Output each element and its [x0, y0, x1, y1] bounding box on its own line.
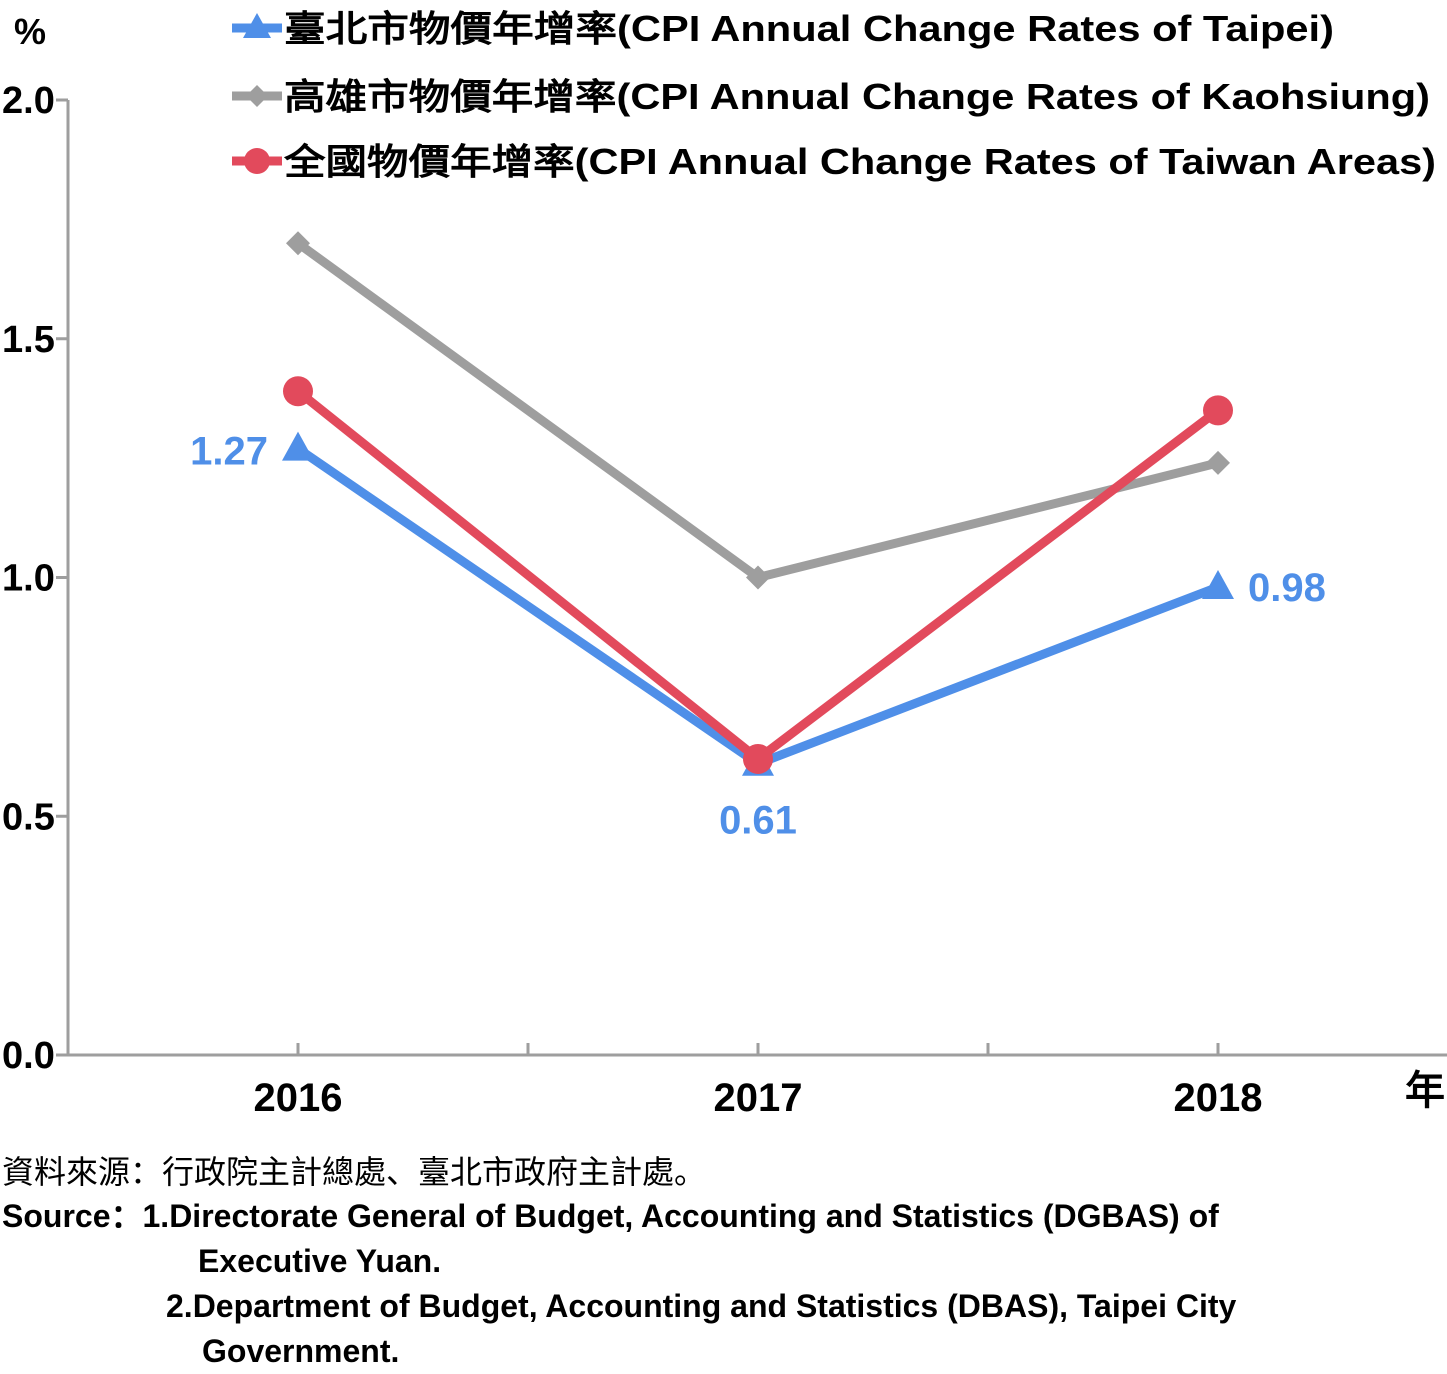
data-label-taipei: 1.27	[190, 430, 268, 474]
cpi-line-chart: % 年 0.0 0.5 1.0 1.5 2.0 2016 2017 2018 1.27 0.61…	[2, 8, 1447, 1120]
axes: 0.0 0.5 1.0 1.5 2.0 2016 2017 2018	[2, 80, 1447, 1120]
source-en-lead: Source：	[2, 1198, 143, 1234]
legend-label: 高雄市物價年增率(CPI Annual Change Rates of Kaoh…	[284, 76, 1430, 117]
y-tick-label: 1.5	[2, 319, 55, 361]
data-point-circle	[1203, 395, 1233, 426]
data-point-diamond	[746, 565, 770, 590]
legend-label: 全國物價年增率(CPI Annual Change Rates of Taiwa…	[283, 141, 1436, 182]
data-label-taipei: 0.61	[719, 799, 797, 843]
data-point-triangle	[282, 431, 314, 461]
y-tick-label: 0.0	[2, 1035, 55, 1077]
series-triangle	[282, 431, 1234, 776]
source-en-item1-line2: Executive Yuan.	[198, 1243, 442, 1279]
x-tick-label: 2018	[1174, 1076, 1263, 1120]
y-tick-label: 2.0	[2, 80, 55, 122]
legend-item: 全國物價年增率(CPI Annual Change Rates of Taiwa…	[232, 141, 1436, 182]
y-tick-label: 0.5	[2, 796, 55, 838]
series-line	[295, 239, 1220, 583]
x-tick-label: 2017	[714, 1076, 803, 1120]
legend-item: 高雄市物價年增率(CPI Annual Change Rates of Kaoh…	[232, 76, 1430, 117]
legend: 臺北市物價年增率(CPI Annual Change Rates of Taip…	[232, 8, 1436, 182]
source-en-item1: Source： 1.Directorate General of Budget,…	[2, 1194, 1445, 1239]
source-zh: 資料來源：行政院主計總處、臺北市政府主計處。	[2, 1154, 707, 1190]
legend-marker-circle	[244, 148, 270, 174]
source-en-item1-line1: 1.Directorate General of Budget, Account…	[142, 1198, 1219, 1234]
legend-label: 臺北市物價年增率(CPI Annual Change Rates of Taip…	[284, 8, 1334, 49]
legend-marker-diamond	[246, 85, 268, 107]
data-point-circle	[743, 743, 773, 774]
legend-item: 臺北市物價年增率(CPI Annual Change Rates of Taip…	[232, 8, 1334, 49]
data-point-diamond	[286, 231, 310, 256]
legend-marker-triangle	[243, 13, 271, 38]
data-point-diamond	[1206, 450, 1230, 475]
y-tick-label: 1.0	[2, 558, 55, 600]
source-en-item2-line1: 2.Department of Budget, Accounting and S…	[166, 1288, 1237, 1324]
series-circle	[283, 376, 1233, 774]
data-label-taipei: 0.98	[1248, 566, 1326, 610]
series-layer	[282, 231, 1234, 776]
source-note: 資料來源：行政院主計總處、臺北市政府主計處。 Source： 1.Directo…	[2, 1150, 1445, 1374]
data-point-triangle	[1202, 570, 1234, 600]
data-point-circle	[283, 376, 313, 407]
series-diamond	[286, 231, 1230, 590]
x-unit-label: 年	[1405, 1069, 1445, 1113]
source-en-item2-line2: Government.	[202, 1333, 400, 1369]
x-tick-label: 2016	[254, 1076, 343, 1120]
data-labels: 1.27 0.61 0.98	[190, 430, 1326, 843]
y-unit-label: %	[14, 11, 46, 52]
